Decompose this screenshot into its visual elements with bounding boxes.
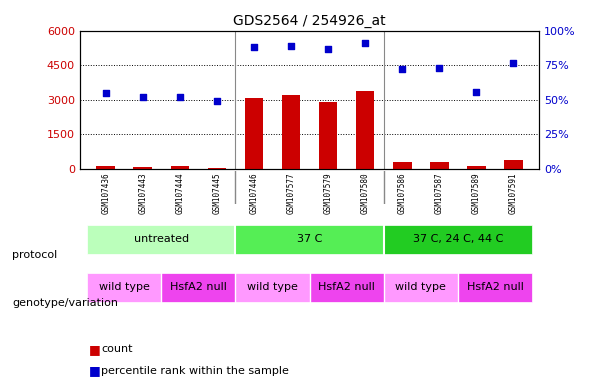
FancyBboxPatch shape (384, 225, 532, 254)
Text: protocol: protocol (12, 250, 58, 260)
Point (101, 90, 110, 96)
Point (175, 94, 185, 100)
Text: GSM107446: GSM107446 (249, 172, 259, 214)
Point (212, 98, 222, 104)
FancyBboxPatch shape (235, 225, 384, 254)
Bar (504, 160, 523, 169)
FancyBboxPatch shape (458, 273, 532, 302)
Point (286, 43, 296, 49)
Bar (245, 98, 263, 169)
Bar (170, 166, 189, 169)
Bar (356, 91, 375, 169)
Text: GSM107436: GSM107436 (101, 172, 110, 214)
Point (249, 44, 259, 50)
Text: genotype/variation: genotype/variation (12, 298, 118, 308)
FancyBboxPatch shape (384, 273, 458, 302)
Text: GSM107577: GSM107577 (286, 172, 295, 214)
Bar (319, 102, 337, 169)
FancyBboxPatch shape (87, 273, 161, 302)
Bar (393, 162, 411, 169)
FancyBboxPatch shape (310, 273, 384, 302)
FancyBboxPatch shape (235, 273, 310, 302)
Text: ■: ■ (89, 364, 101, 377)
Bar (282, 95, 300, 169)
Text: wild type: wild type (247, 282, 298, 292)
Text: wild type: wild type (99, 282, 150, 292)
Text: ■: ■ (89, 343, 101, 356)
FancyBboxPatch shape (87, 225, 235, 254)
Text: GSM107579: GSM107579 (324, 172, 333, 214)
Text: GSM107589: GSM107589 (472, 172, 481, 214)
Text: GSM107587: GSM107587 (435, 172, 444, 214)
Bar (467, 166, 485, 169)
Bar (134, 167, 152, 169)
Text: GSM107591: GSM107591 (509, 172, 518, 214)
Text: wild type: wild type (395, 282, 446, 292)
Point (509, 60, 519, 66)
Text: count: count (101, 344, 132, 354)
Text: HsfA2 null: HsfA2 null (170, 282, 227, 292)
Point (435, 65, 444, 71)
Point (323, 46, 333, 52)
Text: percentile rank within the sample: percentile rank within the sample (101, 366, 289, 376)
Point (360, 40, 370, 46)
Bar (430, 162, 449, 169)
Text: GSM107444: GSM107444 (175, 172, 185, 214)
Bar (208, 167, 226, 169)
Text: HsfA2 null: HsfA2 null (466, 282, 524, 292)
Bar (96, 166, 115, 169)
Text: GSM107445: GSM107445 (212, 172, 221, 214)
Point (471, 88, 481, 94)
Point (397, 66, 407, 73)
Title: GDS2564 / 254926_at: GDS2564 / 254926_at (234, 14, 386, 28)
Text: untreated: untreated (134, 234, 189, 244)
Text: GSM107580: GSM107580 (360, 172, 370, 214)
Text: 37 C: 37 C (297, 234, 322, 244)
FancyBboxPatch shape (161, 273, 235, 302)
Point (138, 94, 148, 100)
Text: HsfA2 null: HsfA2 null (318, 282, 375, 292)
Text: GSM107443: GSM107443 (138, 172, 147, 214)
Text: 37 C, 24 C, 44 C: 37 C, 24 C, 44 C (413, 234, 503, 244)
Text: GSM107586: GSM107586 (398, 172, 407, 214)
